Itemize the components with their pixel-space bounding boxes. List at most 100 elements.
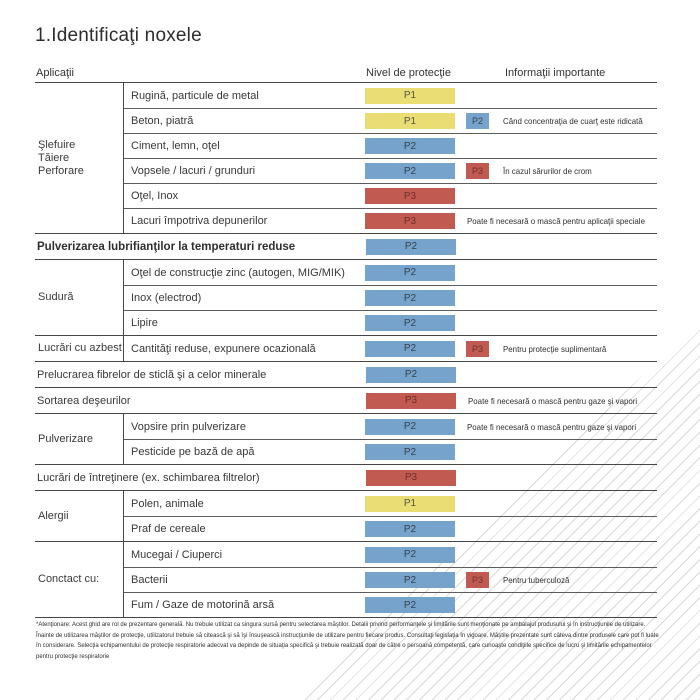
level-badge: P3 bbox=[366, 469, 456, 486]
group-items: Polen, animale P1 Praf de cereale P2 bbox=[124, 491, 657, 541]
table-row: Vopsire prin pulverizare P2 Poate fi neces… bbox=[124, 414, 657, 439]
table-row: Lipire P2 bbox=[124, 310, 657, 335]
item-label: Oţel de construcţie zinc (autogen, MIG/M… bbox=[131, 266, 345, 279]
category-cell: Sudură bbox=[35, 260, 124, 335]
note-text: Pentru tuberculoză bbox=[503, 575, 570, 585]
level-badge: P2 bbox=[365, 340, 455, 357]
table-group: Prelucrarea fibrelor de sticlă şi a celo… bbox=[35, 361, 657, 387]
note-text: Poate fi necesară o mască pentru gaze şi… bbox=[467, 421, 637, 432]
group-items: Lucrări de întreţinere (ex. schimbarea f… bbox=[35, 465, 657, 490]
level-badge: P3 bbox=[365, 188, 455, 204]
group-items: Prelucrarea fibrelor de sticlă şi a celo… bbox=[35, 362, 657, 387]
table-row: Praf de cereale P2 bbox=[124, 516, 657, 541]
table-row: Pulverizarea lubrifianţilor la temperatu… bbox=[35, 234, 657, 259]
note-text: Poate fi necesară o mască pentru aplicaţ… bbox=[467, 216, 645, 226]
table-row: Oţel, Inox P3 bbox=[124, 183, 657, 208]
level-badge: P2 bbox=[365, 290, 455, 306]
item-label: Cantităţi reduse, expunere ocazională bbox=[131, 342, 316, 355]
table-group: Sudură Oţel de construcţie zinc (autogen,… bbox=[35, 259, 657, 335]
level-badge: P2 bbox=[365, 597, 455, 613]
note-text: Poate fi necesară o mască pentru gaze şi… bbox=[468, 395, 638, 406]
table-group: Lucrări de întreţinere (ex. schimbarea f… bbox=[35, 464, 657, 490]
level-badge: P2 bbox=[365, 521, 455, 537]
column-header-protection-level: Nivel de protecţie bbox=[366, 67, 451, 79]
item-label: Bacterii bbox=[131, 574, 168, 586]
level-badge: P1 bbox=[365, 87, 455, 104]
table-row: Sortarea deşeurilor P3 Poate fi necesară o… bbox=[35, 388, 657, 413]
extra-level-badge: P3 bbox=[466, 572, 489, 588]
category-cell: Pulverizare bbox=[35, 414, 124, 464]
extra-level-badge: P2 bbox=[466, 113, 489, 129]
level-badge: P2 bbox=[365, 163, 455, 179]
level-badge: P1 bbox=[365, 495, 455, 512]
item-label: Lucrări de întreţinere (ex. schimbarea f… bbox=[37, 471, 260, 484]
group-items: Cantităţi reduse, expunere ocazională P2 P… bbox=[124, 336, 657, 361]
item-label: Lipire bbox=[131, 317, 158, 329]
level-badge: P2 bbox=[365, 138, 455, 154]
item-label: Prelucrarea fibrelor de sticlă şi a celo… bbox=[37, 368, 267, 381]
group-items: Rugină, particule de metal P1 Beton, piatr… bbox=[124, 83, 657, 233]
footnote-disclaimer: *Atenţionare: Acest ghid are rol de prez… bbox=[36, 622, 659, 660]
table-row: Lacuri împotriva depunerilor P3 Poate fi n… bbox=[124, 208, 657, 233]
item-label: Mucegai / Ciuperci bbox=[131, 548, 223, 561]
item-label: Polen, animale bbox=[131, 497, 204, 510]
item-label: Vopsele / lacuri / grunduri bbox=[131, 165, 256, 177]
item-label: Ciment, lemn, oţel bbox=[131, 140, 220, 152]
table-group: Pulverizare Vopsire prin pulverizare P2 Poa… bbox=[35, 413, 657, 464]
table-row: Oţel de construcţie zinc (autogen, MIG/M… bbox=[124, 260, 657, 285]
table-row: Lucrări de întreţinere (ex. schimbarea f… bbox=[35, 465, 657, 490]
table-group: Sortarea deşeurilor P3 Poate fi necesară o… bbox=[35, 387, 657, 413]
table-row: Prelucrarea fibrelor de sticlă şi a celo… bbox=[35, 362, 657, 387]
page-title: 1.Identificaţi noxele bbox=[35, 25, 202, 46]
item-label: Pesticide pe bază de apă bbox=[131, 446, 255, 458]
extra-level-badge: P3 bbox=[466, 340, 489, 357]
level-badge: P1 bbox=[365, 113, 455, 129]
table-group: Conctact cu: Mucegai / Ciuperci P2 Bacterii… bbox=[35, 541, 657, 617]
column-header-applications: Aplicaţii bbox=[36, 67, 74, 79]
table-row: Inox (electrod) P2 bbox=[124, 285, 657, 310]
table-group: Pulverizarea lubrifianţilor la temperatu… bbox=[35, 233, 657, 259]
hazard-table: Şlefuire Tăiere Perforare Rugină, particu… bbox=[35, 82, 657, 618]
table-row: Pesticide pe bază de apă P2 bbox=[124, 439, 657, 464]
item-label: Rugină, particule de metal bbox=[131, 89, 259, 102]
group-items: Mucegai / Ciuperci P2 Bacterii P2 P3 Pentru t… bbox=[124, 542, 657, 617]
item-label: Lacuri împotriva depunerilor bbox=[131, 215, 268, 227]
group-items: Vopsire prin pulverizare P2 Poate fi neces… bbox=[124, 414, 657, 464]
level-badge: P2 bbox=[366, 366, 456, 383]
level-badge: P2 bbox=[365, 444, 455, 460]
column-header-important-info: Informaţii importante bbox=[505, 67, 606, 79]
group-items: Oţel de construcţie zinc (autogen, MIG/M… bbox=[124, 260, 657, 335]
item-label: Beton, piatră bbox=[131, 115, 194, 127]
item-label: Vopsire prin pulverizare bbox=[131, 420, 246, 433]
group-items: Sortarea deşeurilor P3 Poate fi necesară o… bbox=[35, 388, 657, 413]
table-group: Alergii Polen, animale P1 Praf de cereale P2 bbox=[35, 490, 657, 541]
level-badge: P2 bbox=[365, 418, 455, 435]
table-row: Beton, piatră P1 P2 Când concentraţia de cu… bbox=[124, 108, 657, 133]
note-text: Pentru protecţie suplimentară bbox=[503, 343, 607, 354]
table-row: Polen, animale P1 bbox=[124, 491, 657, 516]
item-label: Oţel, Inox bbox=[131, 190, 179, 202]
level-badge: P3 bbox=[365, 213, 455, 229]
category-cell: Alergii bbox=[35, 491, 124, 541]
item-label: Inox (electrod) bbox=[131, 292, 202, 304]
table-row: Ciment, lemn, oţel P2 bbox=[124, 133, 657, 158]
note-text: În cazul sărurilor de crom bbox=[503, 166, 592, 176]
table-row: Rugină, particule de metal P1 bbox=[124, 83, 657, 108]
level-badge: P2 bbox=[365, 315, 455, 331]
group-items: Pulverizarea lubrifianţilor la temperatu… bbox=[35, 234, 657, 259]
item-label: Praf de cereale bbox=[131, 523, 206, 535]
category-cell: Lucrări cu azbest bbox=[35, 336, 124, 361]
item-label: Fum / Gaze de motorină arsă bbox=[131, 599, 275, 611]
level-badge: P3 bbox=[366, 392, 456, 409]
table-group: Lucrări cu azbest Cantităţi reduse, expun… bbox=[35, 335, 657, 361]
level-badge: P2 bbox=[365, 572, 455, 588]
note-text: Când concentraţia de cuarţ este ridicată bbox=[503, 116, 643, 126]
item-label: Pulverizarea lubrifianţilor la temperatu… bbox=[37, 240, 296, 253]
table-group: Şlefuire Tăiere Perforare Rugină, particu… bbox=[35, 83, 657, 233]
item-label: Sortarea deşeurilor bbox=[37, 394, 131, 407]
table-row: Mucegai / Ciuperci P2 bbox=[124, 542, 657, 567]
table-row: Cantităţi reduse, expunere ocazională P2 P… bbox=[124, 336, 657, 361]
table-row: Fum / Gaze de motorină arsă P2 bbox=[124, 592, 657, 617]
table-row: Vopsele / lacuri / grunduri P2 P3 În cazul … bbox=[124, 158, 657, 183]
level-badge: P2 bbox=[366, 238, 456, 255]
